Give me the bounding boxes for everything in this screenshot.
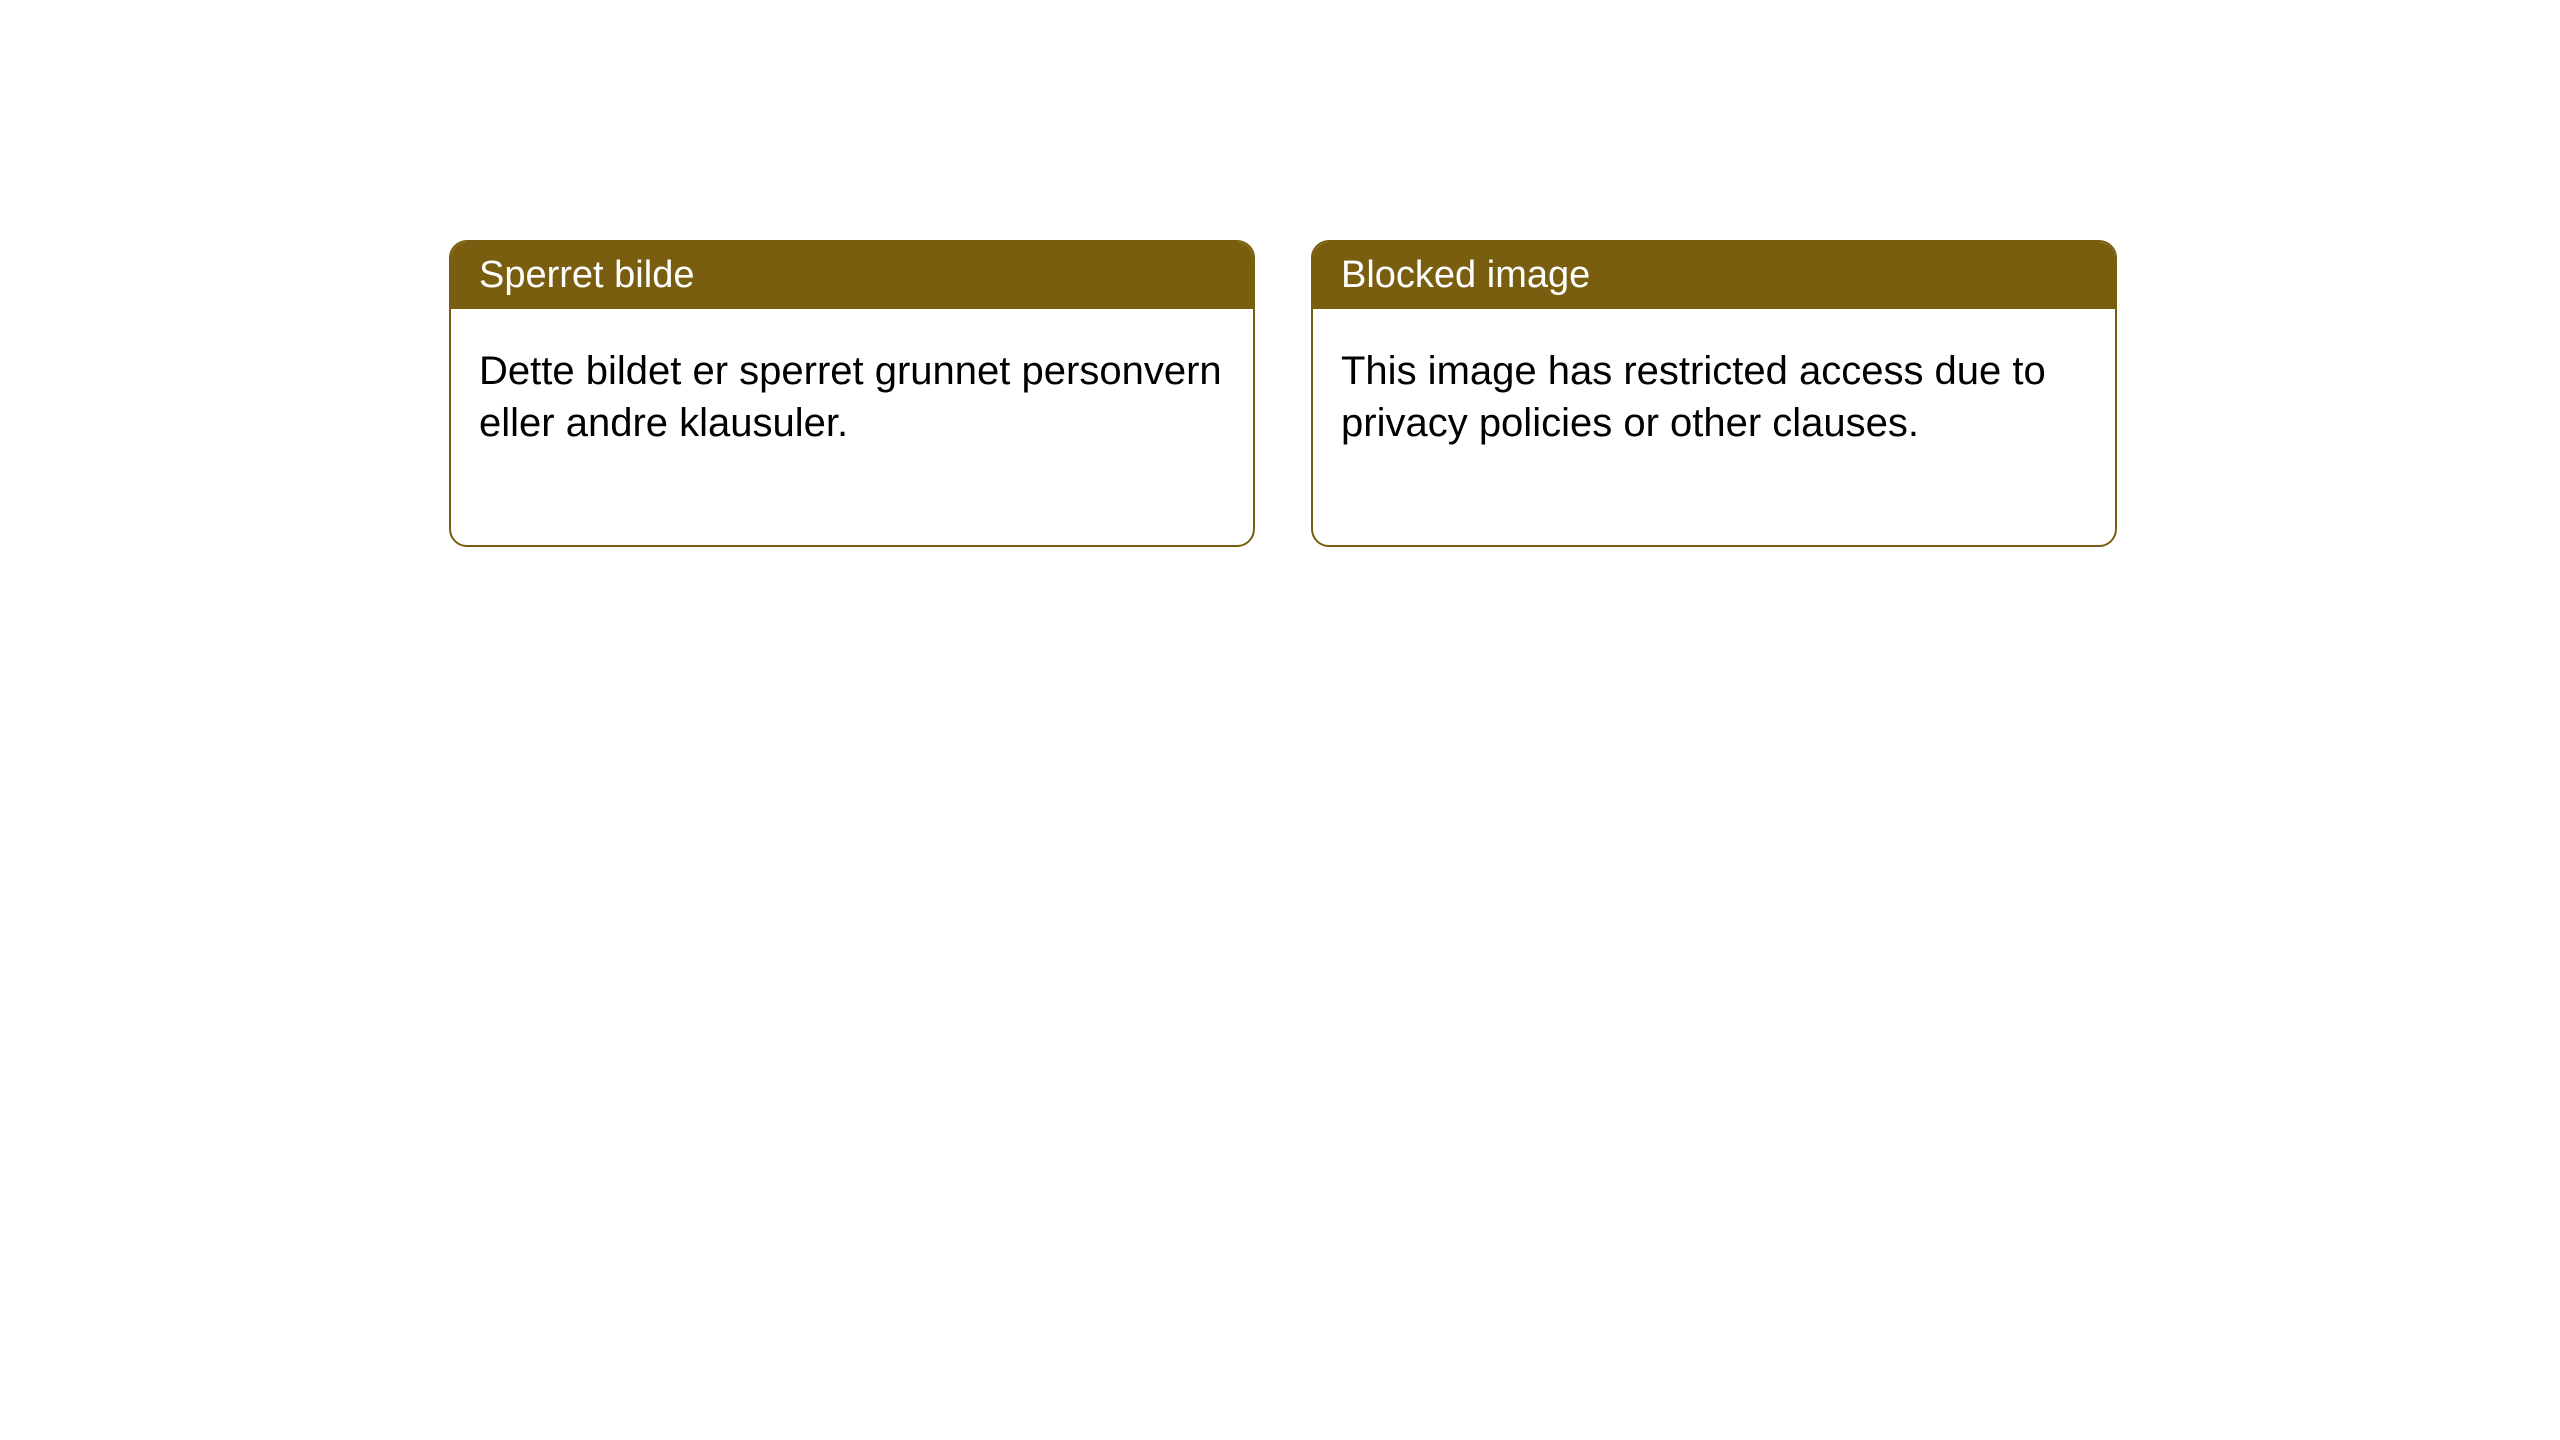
notice-body-text: Dette bildet er sperret grunnet personve…	[479, 349, 1222, 445]
notice-header: Sperret bilde	[451, 242, 1253, 309]
notice-body: Dette bildet er sperret grunnet personve…	[451, 309, 1253, 545]
notice-card-norwegian: Sperret bilde Dette bildet er sperret gr…	[449, 240, 1255, 547]
notice-body: This image has restricted access due to …	[1313, 309, 2115, 545]
notice-container: Sperret bilde Dette bildet er sperret gr…	[449, 240, 2117, 547]
notice-body-text: This image has restricted access due to …	[1341, 349, 2046, 445]
notice-header: Blocked image	[1313, 242, 2115, 309]
notice-title: Sperret bilde	[479, 254, 694, 296]
notice-card-english: Blocked image This image has restricted …	[1311, 240, 2117, 547]
notice-title: Blocked image	[1341, 254, 1590, 296]
